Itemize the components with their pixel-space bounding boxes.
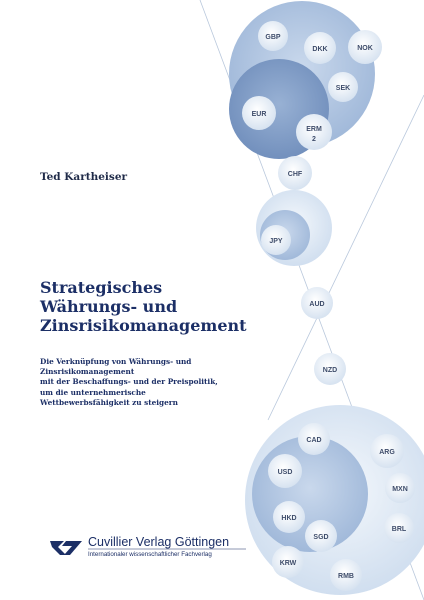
cad-bubble [298, 423, 330, 455]
mxn-bubble [385, 473, 415, 503]
title-line: Zinsrisikomanagement [40, 316, 247, 335]
book-subtitle: Die Verknüpfung von Währungs- und Zinsri… [40, 357, 270, 408]
publisher-logo [50, 541, 246, 555]
dkk-bubble [304, 32, 336, 64]
sgd-label: SGD [313, 534, 328, 541]
sgd-bubble [305, 520, 337, 552]
title-line: Währungs- und [40, 297, 178, 316]
erm-label: ERM [306, 126, 322, 133]
nok-label: NOK [357, 45, 373, 52]
subtitle-line: Die Verknüpfung von Währungs- und [40, 357, 192, 366]
eur-label: EUR [252, 111, 267, 118]
chf-label: CHF [288, 171, 303, 178]
arg-label: ARG [379, 449, 395, 456]
nzd-label: NZD [323, 367, 337, 374]
erm2-bubble [296, 114, 332, 150]
erm-number-label: 2 [312, 136, 316, 143]
krw-bubble [272, 546, 304, 578]
book-title: Strategisches Währungs- und Zinsrisikoma… [40, 278, 280, 335]
publisher-name: Cuvillier Verlag Göttingen [88, 535, 230, 549]
aud-bubble [301, 287, 333, 319]
subtitle-line: mit der Beschaffungs- und der Preispolit… [40, 377, 218, 387]
author-name: Ted Kartheiser [40, 171, 128, 183]
gbp-label: GBP [265, 34, 281, 41]
cuvillier-logo-icon [50, 541, 82, 555]
subtitle-line: Wettbewerbsfähigkeit zu steigern [40, 397, 178, 407]
dkk-label: DKK [312, 46, 327, 53]
chf-bubble [278, 156, 312, 190]
krw-label: KRW [280, 560, 297, 567]
hkd-bubble [273, 501, 305, 533]
eur-bubble [242, 96, 276, 130]
jpy-cluster [256, 190, 332, 266]
title-line: Strategisches [40, 278, 163, 297]
sek-label: SEK [336, 85, 350, 92]
hkd-label: HKD [281, 515, 296, 522]
subtitle-line: Zinsrisikomanagement [40, 367, 135, 377]
nzd-bubble [314, 353, 346, 385]
jpy-label: JPY [269, 238, 283, 245]
europe-cluster [229, 1, 382, 159]
nok-bubble [348, 30, 382, 64]
publisher-tagline: Internationaler wissenschaftlicher Fachv… [88, 551, 212, 558]
currency-labels: GBP DKK NOK SEK EUR ERM 2 CHF JPY AUD NZ… [252, 34, 408, 580]
rmb-label: RMB [338, 573, 354, 580]
mxn-label: MXN [392, 486, 408, 493]
subtitle-line: um die unternehmerische [40, 387, 146, 397]
sek-bubble [328, 72, 358, 102]
americas-asia-cluster [245, 405, 424, 595]
usd-bubble [268, 454, 302, 488]
usd-label: USD [278, 469, 293, 476]
rmb-bubble [330, 559, 362, 591]
cad-label: CAD [306, 437, 321, 444]
brl-label: BRL [392, 526, 407, 533]
aud-label: AUD [309, 301, 324, 308]
brl-bubble [384, 513, 414, 543]
gbp-bubble [258, 21, 288, 51]
arg-bubble [370, 434, 404, 468]
diagonal-line [267, 94, 424, 421]
